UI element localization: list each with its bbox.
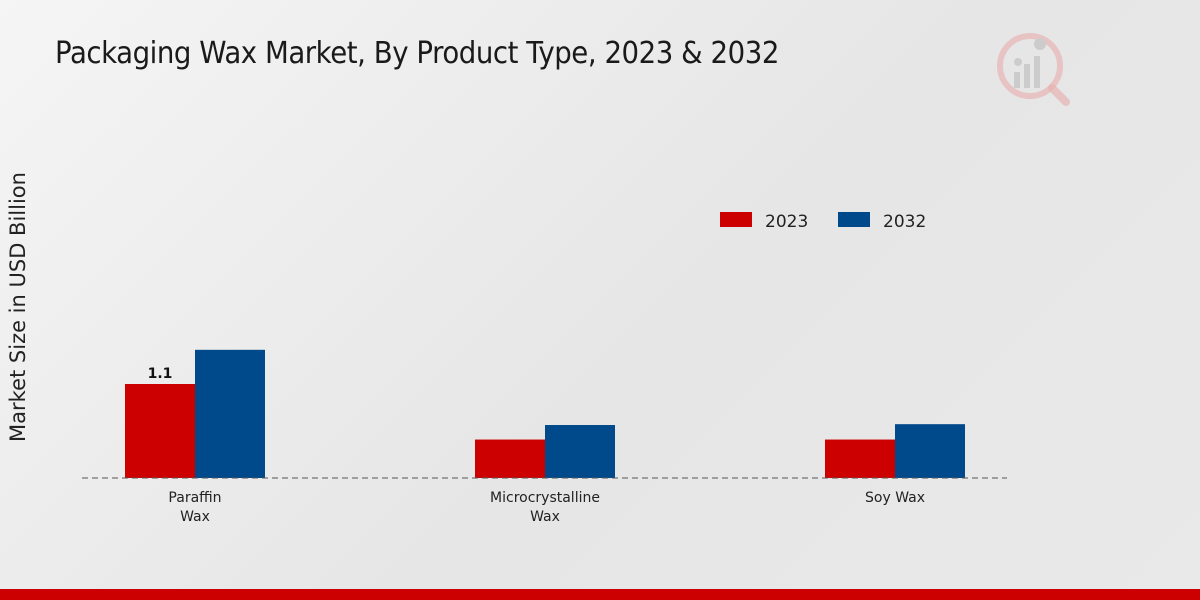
bar-2032-1 (545, 425, 615, 478)
bar-2032-0 (195, 349, 265, 478)
bar-2023-2 (825, 439, 895, 478)
bar-2023-1 (475, 439, 545, 478)
x-tick-label-0: Paraffin Wax (168, 490, 221, 525)
brand-logo-icon (997, 33, 1070, 106)
data-label-0: 1.1 (148, 366, 173, 382)
legend-item-2023: 2023 (720, 212, 808, 232)
x-tick-label-2: Soy Wax (865, 490, 925, 506)
bar-2032-2 (895, 424, 965, 478)
legend-item-2032: 2032 (838, 212, 926, 232)
legend-swatch-2032 (838, 212, 870, 227)
legend-swatch-2023 (720, 212, 752, 227)
x-tick-label-1: Microcrystalline Wax (490, 490, 600, 525)
chart-title: Packaging Wax Market, By Product Type, 2… (55, 36, 779, 71)
legend-label-2032: 2032 (883, 212, 926, 232)
bar-2023-0 (125, 384, 195, 478)
footer-accent-bar (0, 589, 1200, 600)
legend-label-2023: 2023 (765, 212, 808, 232)
